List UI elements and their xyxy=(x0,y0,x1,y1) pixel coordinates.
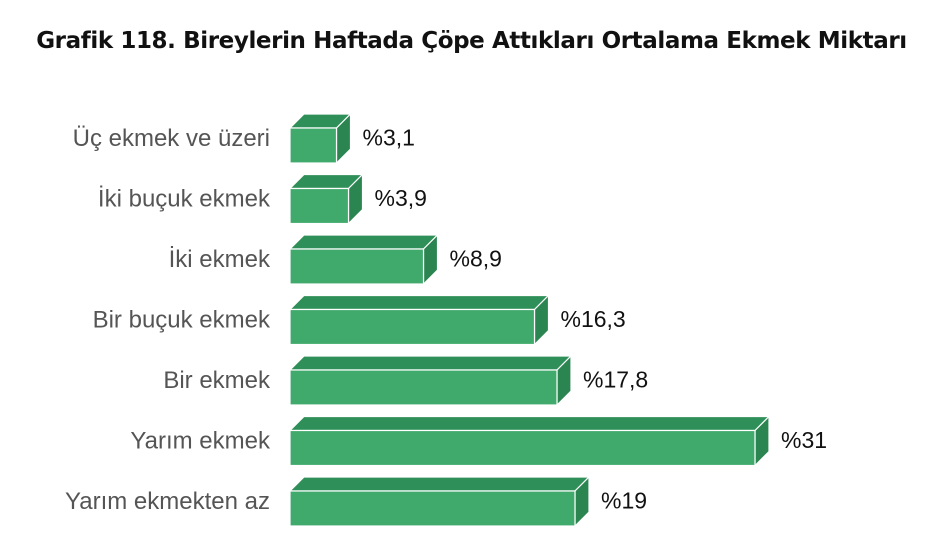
bar xyxy=(289,127,338,164)
bar-group xyxy=(288,354,573,407)
data-label: %31 xyxy=(781,427,827,453)
bar-top-face xyxy=(288,476,591,492)
category-label: Yarım ekmekten az xyxy=(65,488,270,515)
bar xyxy=(289,490,576,527)
bar xyxy=(289,369,558,406)
category-label: Yarım ekmek xyxy=(130,427,271,454)
bar xyxy=(289,248,425,285)
category-label: Bir buçuk ekmek xyxy=(93,306,271,333)
category-label: İki ekmek xyxy=(169,246,271,273)
bar-top-face xyxy=(288,355,573,371)
data-label: %3,1 xyxy=(363,125,415,151)
data-label: %8,9 xyxy=(450,246,502,272)
data-label: %17,8 xyxy=(583,367,648,393)
bar-group xyxy=(288,294,550,346)
bar-group xyxy=(288,173,364,225)
bar xyxy=(289,429,756,467)
bar xyxy=(289,308,536,346)
data-label: %16,3 xyxy=(561,306,626,332)
category-label: Bir ekmek xyxy=(163,367,271,394)
chart-title: Grafik 118. Bireylerin Haftada Çöpe Attı… xyxy=(36,28,907,54)
bar-group xyxy=(288,415,771,467)
bar-top-face xyxy=(288,294,550,311)
category-label: İki buçuk ekmek xyxy=(98,185,271,212)
bar-group xyxy=(288,112,352,165)
data-label: %3,9 xyxy=(375,185,427,211)
bar xyxy=(289,187,350,225)
bar-group xyxy=(288,475,591,528)
data-label: %19 xyxy=(601,488,647,514)
bar-group xyxy=(288,233,439,286)
bar-top-face xyxy=(288,234,439,250)
bar-top-face xyxy=(288,415,771,432)
category-label: Üç ekmek ve üzeri xyxy=(73,125,270,152)
